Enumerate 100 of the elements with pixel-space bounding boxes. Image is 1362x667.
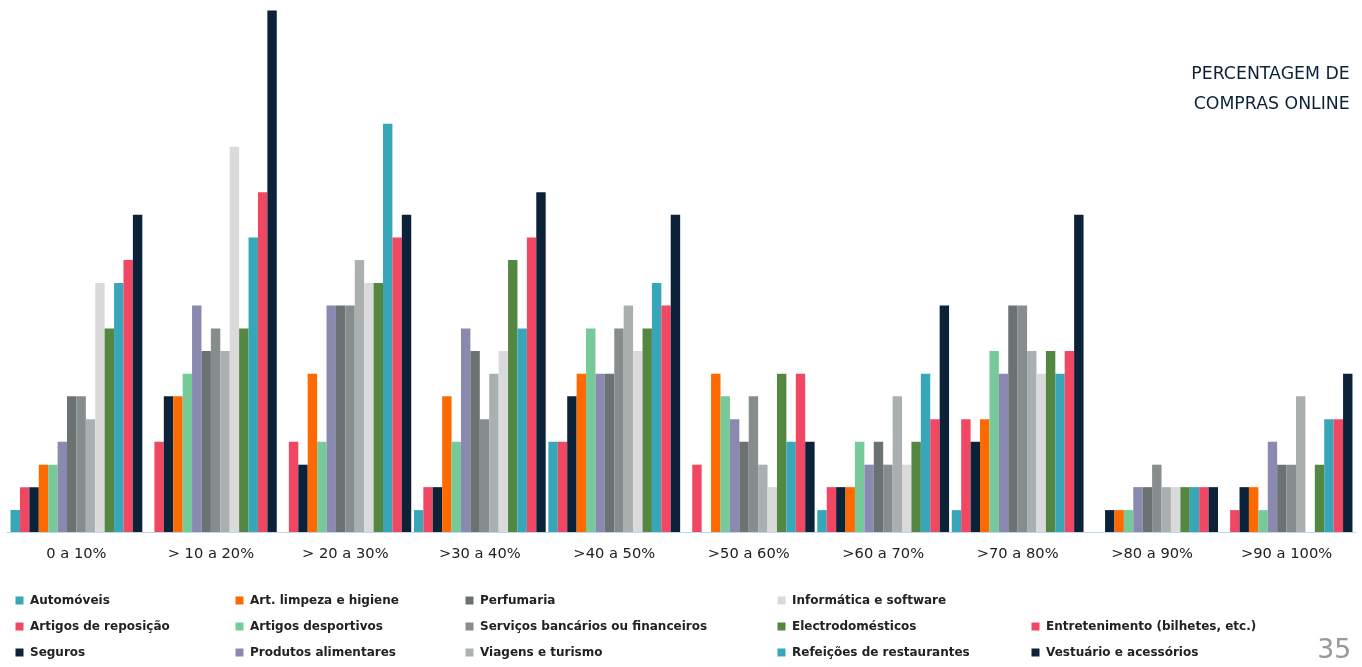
bar	[163, 396, 174, 533]
bar	[711, 373, 721, 533]
bar	[29, 487, 39, 533]
bar	[1074, 214, 1084, 533]
bar	[1123, 510, 1134, 533]
bar	[1105, 510, 1115, 533]
bar	[526, 237, 537, 533]
bar	[1152, 464, 1162, 533]
bar	[911, 441, 921, 533]
bar	[307, 373, 318, 533]
bar	[114, 283, 124, 533]
bar	[651, 283, 662, 533]
bar	[1239, 487, 1249, 533]
legend-label: Art. limpeza e higiene	[250, 592, 399, 609]
bar	[451, 441, 461, 533]
bar	[536, 192, 546, 533]
bar	[836, 487, 846, 533]
bar	[854, 441, 865, 533]
bar	[326, 305, 336, 533]
bar	[1142, 487, 1153, 533]
bar	[57, 441, 68, 533]
bar	[805, 441, 815, 533]
bar	[739, 441, 749, 533]
bar	[1277, 464, 1287, 533]
bar	[586, 328, 596, 533]
legend-label: Seguros	[30, 644, 86, 661]
bar	[720, 396, 730, 533]
bar	[345, 305, 355, 533]
bar	[182, 373, 193, 533]
legend-label: Perfumaria	[480, 592, 556, 609]
bar	[10, 510, 20, 533]
legend-label: Artigos desportivos	[250, 618, 383, 635]
bar	[817, 510, 827, 533]
x-tick-label: >70 a 80%	[976, 543, 1059, 561]
bar	[670, 214, 681, 533]
bar	[595, 373, 605, 533]
bar	[902, 464, 912, 533]
bar	[1199, 487, 1209, 533]
bar	[614, 328, 624, 533]
bar	[154, 441, 164, 533]
bar	[298, 464, 308, 533]
bar	[1324, 419, 1334, 533]
bar	[67, 396, 77, 533]
bar	[470, 350, 480, 533]
bar	[173, 396, 183, 533]
bar	[557, 441, 568, 533]
bar	[201, 350, 211, 533]
bar	[239, 328, 249, 533]
bar	[604, 373, 615, 533]
x-tick-label: >90 a 100%	[1241, 543, 1333, 561]
bar	[786, 441, 796, 533]
bar	[517, 328, 527, 533]
x-tick-label: >80 a 90%	[1111, 543, 1194, 561]
bar	[1230, 510, 1240, 533]
bar	[335, 305, 346, 533]
bar	[930, 419, 940, 533]
bar	[38, 464, 49, 533]
bar	[642, 328, 652, 533]
bar	[1286, 464, 1296, 533]
bar	[758, 464, 768, 533]
bar	[1114, 510, 1124, 533]
bar	[970, 441, 981, 533]
bar	[939, 305, 950, 533]
bar	[104, 328, 115, 533]
bar	[795, 373, 806, 533]
bar	[267, 10, 277, 533]
bar	[1258, 510, 1268, 533]
bar	[460, 328, 471, 533]
bar	[576, 373, 587, 533]
bar	[317, 441, 327, 533]
bar	[864, 464, 874, 533]
x-tick-label: > 20 a 30%	[302, 543, 389, 561]
bar	[826, 487, 837, 533]
bar	[95, 283, 105, 533]
x-tick-label: >50 a 60%	[707, 543, 790, 561]
bar	[1189, 487, 1200, 533]
bar	[1333, 419, 1344, 533]
bar	[961, 419, 971, 533]
bar	[413, 510, 424, 533]
bar	[692, 464, 702, 533]
x-tick-label: >60 a 70%	[842, 543, 925, 561]
x-tick-label: > 10 a 20%	[167, 543, 255, 561]
bar	[401, 214, 412, 533]
bar	[19, 487, 30, 533]
bar	[1248, 487, 1259, 533]
bar	[479, 419, 490, 533]
bar	[192, 305, 202, 533]
bar	[548, 441, 558, 533]
bar	[220, 350, 230, 533]
bar	[257, 192, 268, 533]
legend-label: Vestuário e acessórios	[1046, 644, 1199, 661]
bar	[48, 464, 58, 533]
bar	[1295, 396, 1306, 533]
bar	[76, 396, 86, 533]
bar	[1343, 373, 1353, 533]
bar	[489, 373, 499, 533]
legend-label: Serviços bancários ou financeiros	[480, 618, 708, 635]
bar	[432, 487, 443, 533]
bar	[1008, 305, 1018, 533]
bar	[980, 419, 990, 533]
